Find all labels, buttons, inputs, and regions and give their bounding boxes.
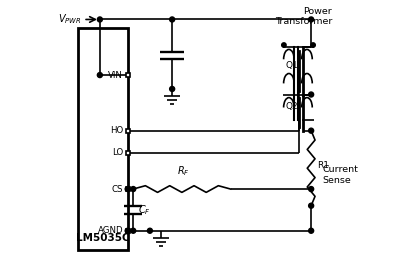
Bar bbox=[126, 151, 129, 155]
Text: R1: R1 bbox=[317, 161, 329, 170]
Text: $C_F$: $C_F$ bbox=[138, 203, 151, 217]
Text: LO: LO bbox=[112, 148, 123, 157]
Bar bbox=[126, 129, 129, 133]
Circle shape bbox=[311, 43, 315, 47]
Circle shape bbox=[131, 187, 136, 192]
Bar bbox=[126, 73, 129, 77]
Text: CS: CS bbox=[112, 185, 123, 193]
Text: Power
Transformer: Power Transformer bbox=[275, 7, 332, 26]
Circle shape bbox=[125, 228, 130, 233]
Text: AGND: AGND bbox=[97, 226, 123, 235]
Text: $R_F$: $R_F$ bbox=[177, 164, 189, 178]
Circle shape bbox=[131, 228, 136, 233]
Circle shape bbox=[97, 17, 102, 22]
Circle shape bbox=[170, 86, 175, 91]
Text: LM5035C: LM5035C bbox=[76, 233, 129, 243]
Circle shape bbox=[309, 92, 314, 97]
Text: Q2: Q2 bbox=[286, 102, 298, 111]
Text: V$_{PWR}$: V$_{PWR}$ bbox=[58, 13, 82, 26]
Bar bbox=[126, 229, 129, 233]
Circle shape bbox=[125, 187, 130, 192]
Bar bbox=[78, 28, 128, 250]
Circle shape bbox=[309, 187, 314, 192]
Text: HO: HO bbox=[110, 126, 123, 135]
Circle shape bbox=[309, 17, 314, 22]
Bar bbox=[126, 187, 129, 191]
Circle shape bbox=[170, 17, 175, 22]
Text: Current
Sense: Current Sense bbox=[322, 165, 358, 185]
Circle shape bbox=[309, 228, 314, 233]
Circle shape bbox=[148, 228, 152, 233]
Circle shape bbox=[309, 128, 314, 133]
Text: Q1: Q1 bbox=[285, 61, 298, 70]
Circle shape bbox=[97, 73, 102, 78]
Text: VIN: VIN bbox=[109, 71, 123, 80]
Circle shape bbox=[309, 203, 314, 208]
Circle shape bbox=[282, 43, 286, 47]
